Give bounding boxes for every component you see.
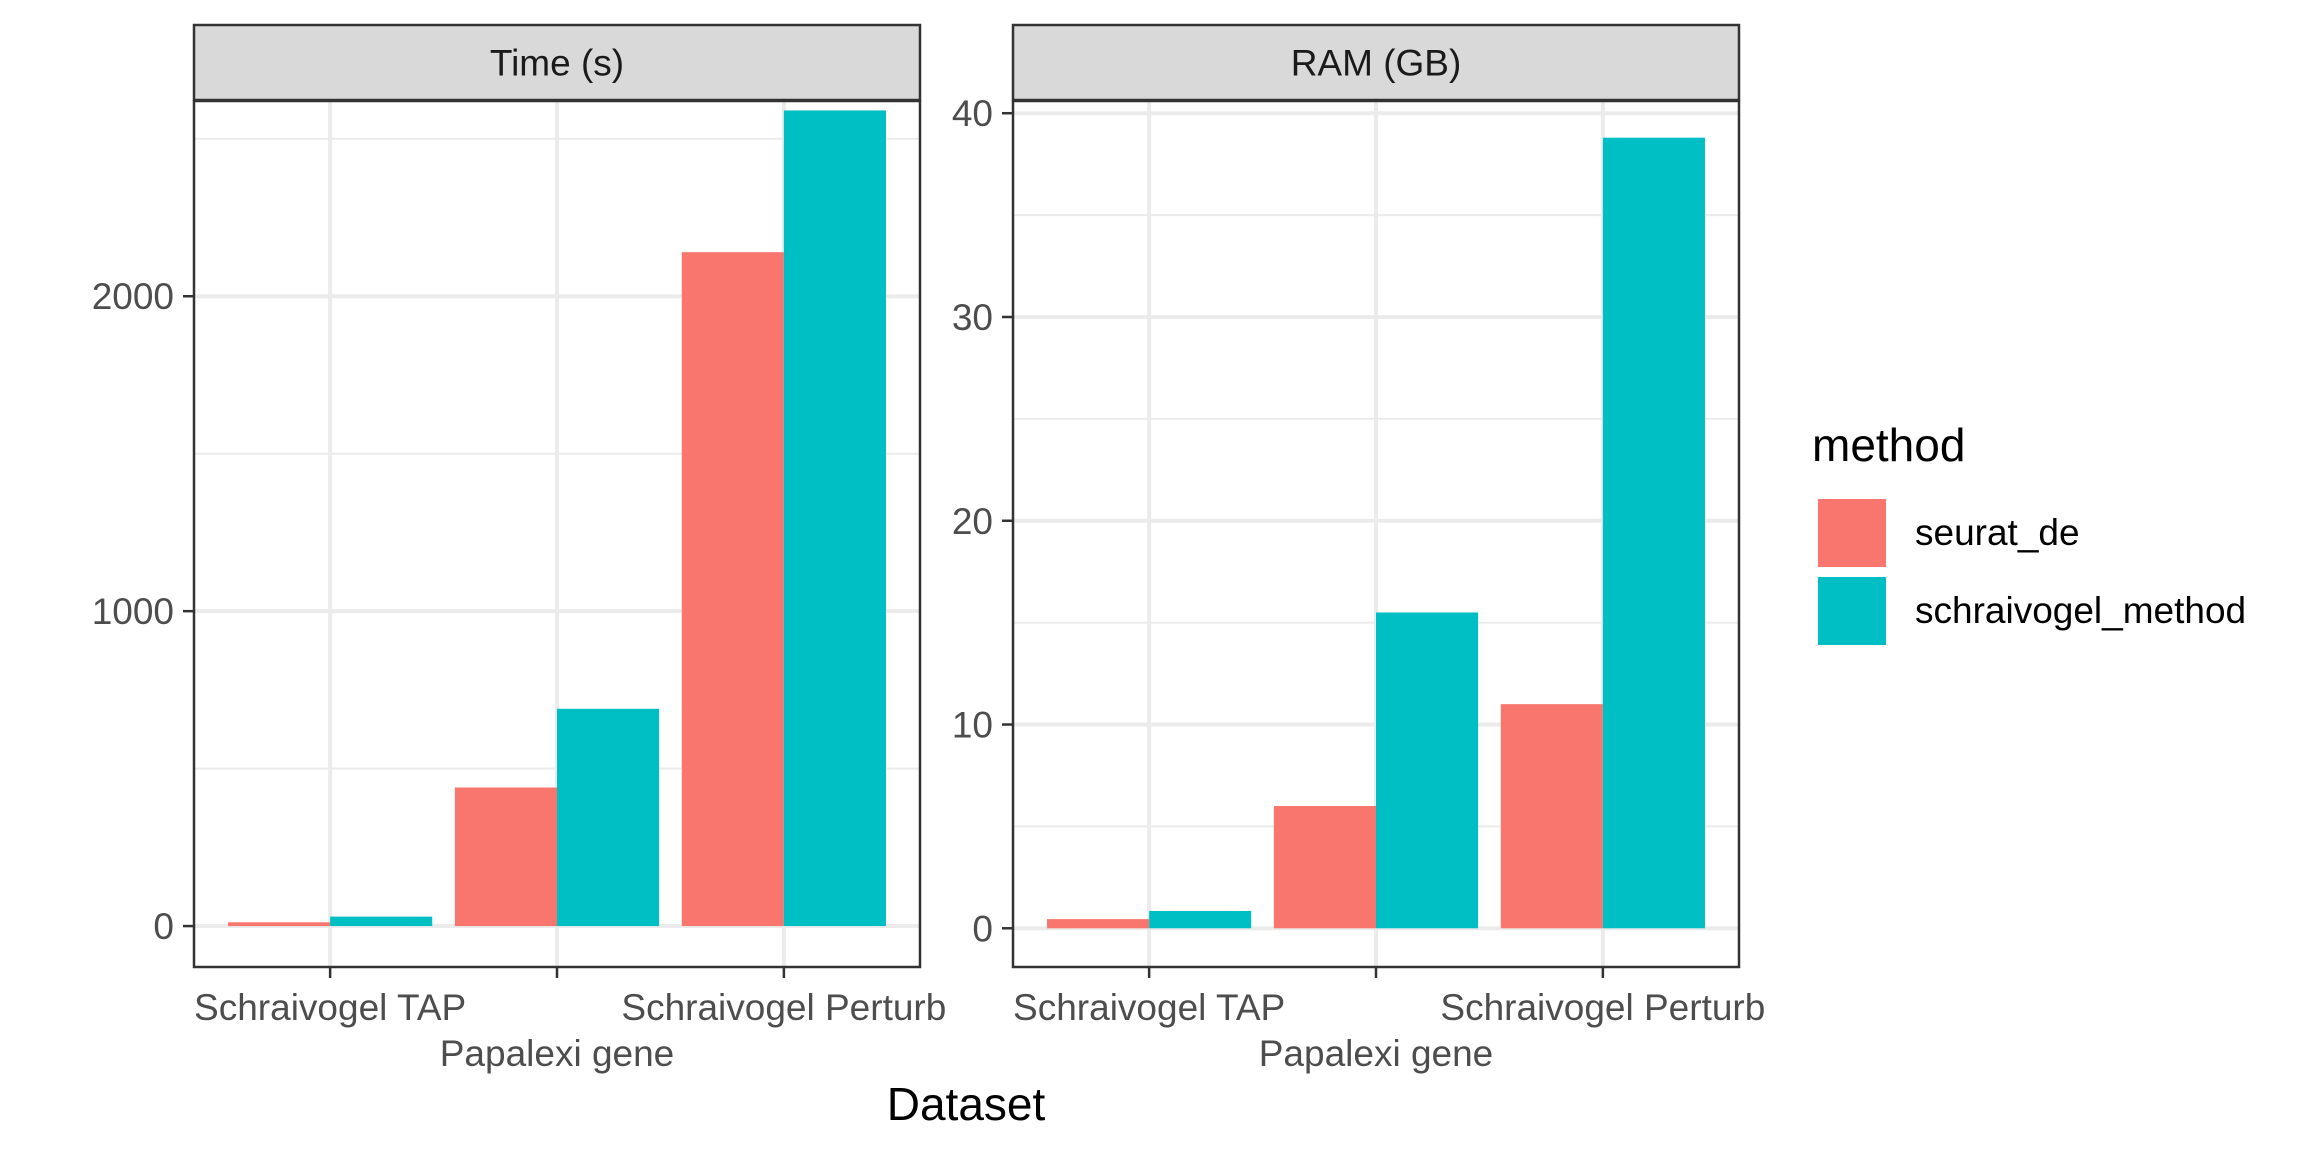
y-tick-label: 30 <box>952 297 993 338</box>
bars <box>1047 137 1705 929</box>
bar-schraivogel_method-1 <box>557 708 660 927</box>
x-axis-title: Dataset <box>887 1078 1046 1130</box>
facet-strip-label: Time (s) <box>490 43 624 84</box>
y-tick-label: 1000 <box>92 591 174 632</box>
bar-seurat_de-2 <box>1500 704 1603 929</box>
facet-strip <box>192 23 922 102</box>
x-axis: Schraivogel TAP Papalexi gene Schraivogel … <box>1013 967 1765 1074</box>
bar-schraivogel_method-1 <box>1376 612 1479 929</box>
y-tick-label: 0 <box>972 908 993 949</box>
legend-swatch-schraivogel_method <box>1818 577 1886 645</box>
y-axis: 0 1000 2000 <box>92 276 194 947</box>
legend-label-seurat_de: seurat_de <box>1915 512 2080 553</box>
y-tick-label: 2000 <box>92 276 174 317</box>
bar-seurat_de-1 <box>1273 806 1376 929</box>
facet-strip-label: RAM (GB) <box>1291 43 1462 84</box>
x-tick-label: Papalexi gene <box>440 1033 675 1074</box>
x-tick-label: Schraivogel TAP <box>1013 987 1285 1028</box>
bar-schraivogel_method-0 <box>330 916 433 927</box>
bar-seurat_de-2 <box>681 252 784 927</box>
x-tick-label: Schraivogel Perturb <box>621 987 946 1028</box>
facet-strip <box>1011 23 1741 102</box>
x-tick-label: Papalexi gene <box>1259 1033 1494 1074</box>
bars <box>228 110 886 927</box>
x-axis: Schraivogel TAP Papalexi gene Schraivogel … <box>194 967 946 1074</box>
y-tick-label: 0 <box>153 906 174 947</box>
y-tick-label: 10 <box>952 705 993 746</box>
bar-schraivogel_method-2 <box>1602 137 1705 929</box>
bar-seurat_de-0 <box>1047 919 1150 929</box>
bar-seurat_de-1 <box>454 787 557 927</box>
y-tick-label: 20 <box>952 501 993 542</box>
legend-swatch-seurat_de <box>1818 499 1886 567</box>
legend-title: method <box>1812 419 1965 471</box>
bar-schraivogel_method-2 <box>783 110 886 927</box>
y-tick-label: 40 <box>952 93 993 134</box>
legend-label-schraivogel_method: schraivogel_method <box>1915 590 2246 631</box>
x-tick-label: Schraivogel Perturb <box>1440 987 1765 1028</box>
legend: method seurat_de schraivogel_method <box>1812 419 2246 647</box>
facet-panel-2: RAM (GB) 0 10 20 30 40 Schraivogel TAP Papalexi… <box>952 23 1765 1074</box>
bar-seurat_de-0 <box>228 922 331 927</box>
bar-schraivogel_method-0 <box>1149 910 1252 929</box>
y-axis: 0 10 20 30 40 <box>952 93 1013 949</box>
facets: Time (s) 0 1000 2000 Schraivogel TAP Papalexi… <box>92 23 1765 1074</box>
x-tick-label: Schraivogel TAP <box>194 987 466 1028</box>
facet-panel-1: Time (s) 0 1000 2000 Schraivogel TAP Papalexi… <box>92 23 946 1074</box>
